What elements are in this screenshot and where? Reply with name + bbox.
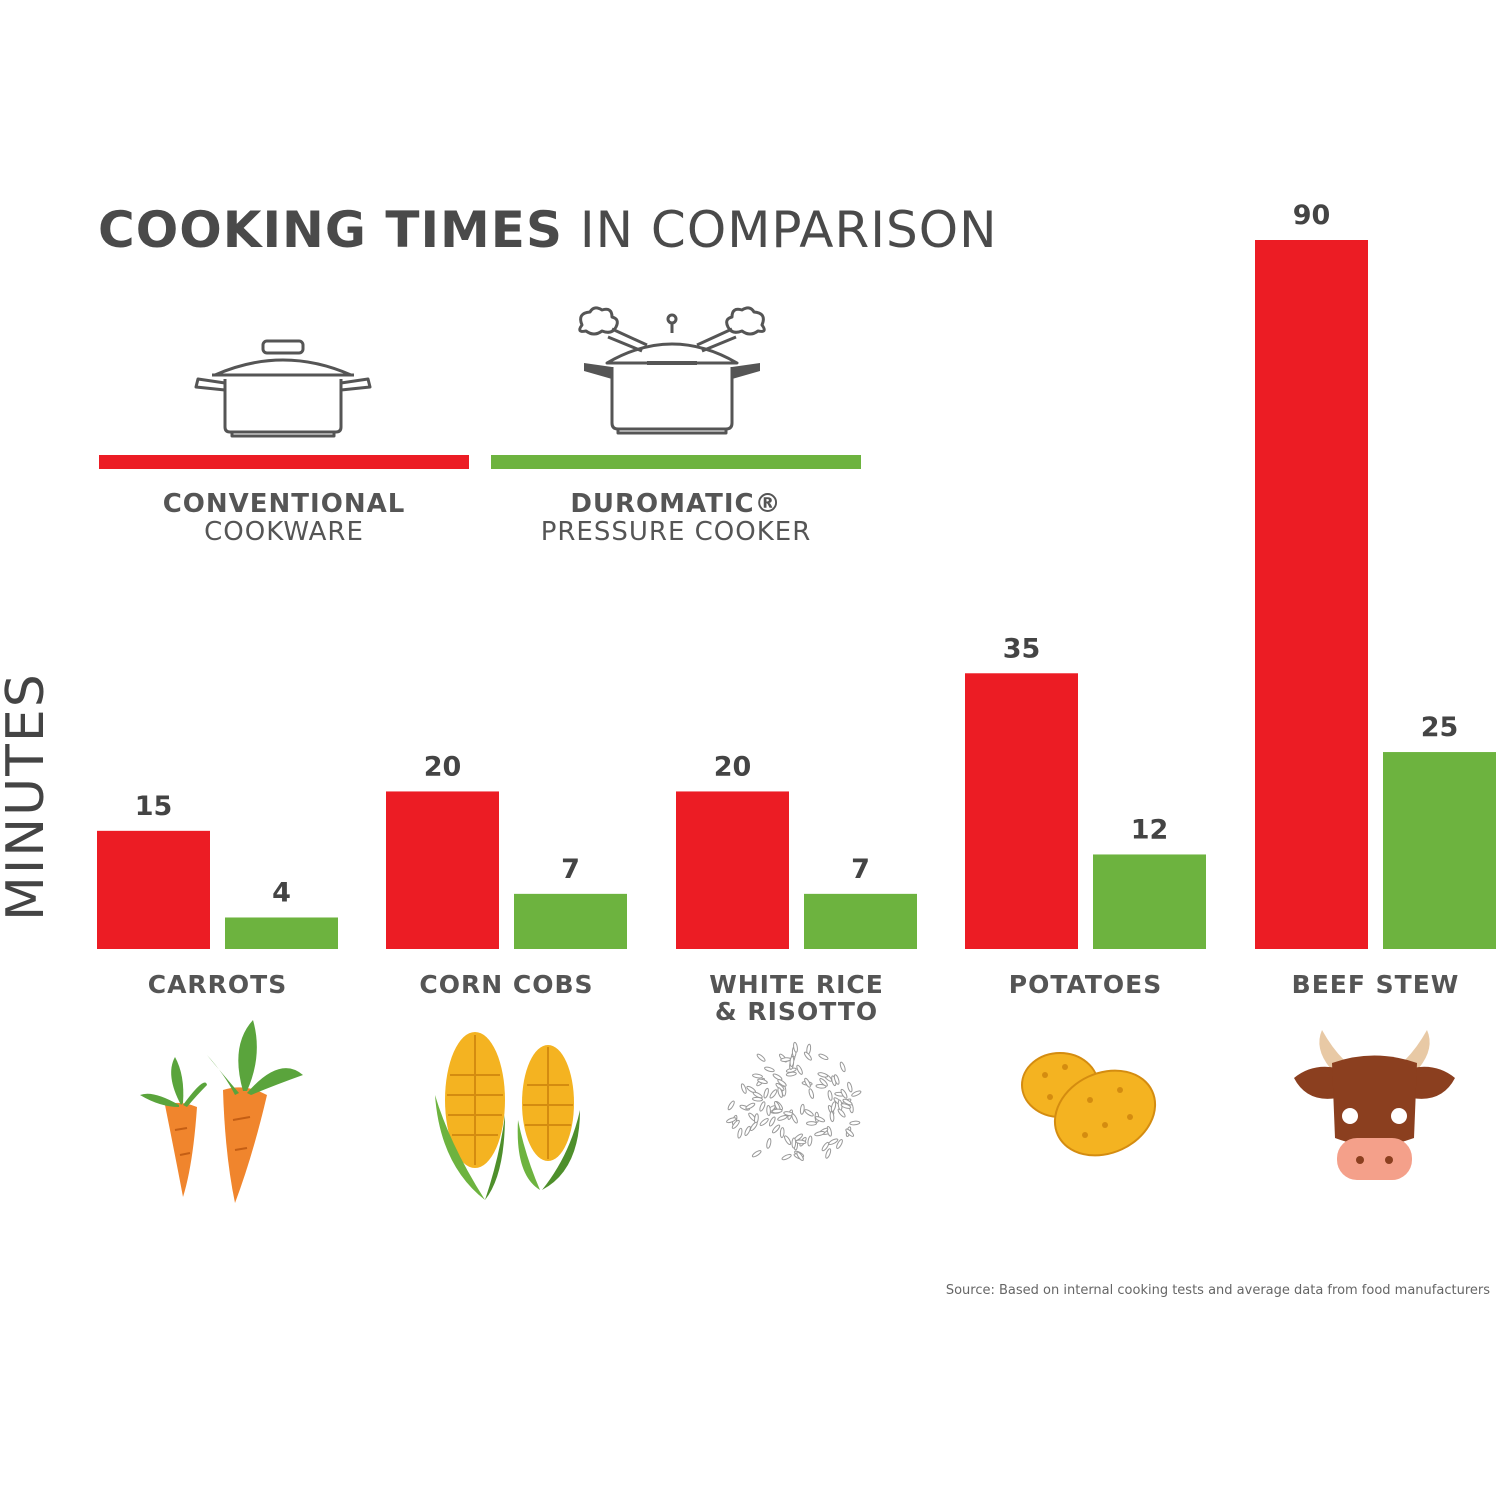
bar-duromatic-2 <box>804 893 917 949</box>
legend-label-duromatic-bold: DUROMATIC® <box>570 489 782 519</box>
title-light: IN COMPARISON <box>579 201 998 259</box>
potato-icon <box>1021 1052 1157 1157</box>
data-label-duromatic-1: 7 <box>561 854 580 885</box>
data-label-duromatic-4: 25 <box>1421 712 1459 743</box>
bar-conventional-3 <box>965 673 1078 949</box>
data-label-conventional-0: 15 <box>135 791 173 822</box>
data-label-duromatic-2: 7 <box>851 854 870 885</box>
legend-label-conventional-light: COOKWARE <box>204 517 364 547</box>
category-label-3-1: POTATOES <box>1009 970 1162 999</box>
legend-label-duromatic-light: PRESSURE COOKER <box>540 517 812 547</box>
chart-title: COOKING TIMES IN COMPARISON <box>98 198 997 262</box>
bar-conventional-2 <box>676 791 789 949</box>
bar-duromatic-3 <box>1093 854 1206 949</box>
data-label-conventional-1: 20 <box>424 751 462 782</box>
bar-chart: 15 4 CARROTS 20 7 CORN COBS 20 7 WHITE RICE& RIS… <box>97 200 1496 1026</box>
bar-duromatic-0 <box>225 917 338 949</box>
bar-conventional-0 <box>97 830 210 949</box>
category-label-2-1: WHITE RICE <box>709 970 884 999</box>
carrot-icon <box>140 1020 303 1203</box>
cow-icon <box>1294 1030 1455 1180</box>
legend-label-duromatic: DUROMATIC® PRESSURE COOKER <box>491 490 861 546</box>
bar-conventional-4 <box>1255 240 1368 949</box>
legend-swatch-duromatic <box>491 455 861 469</box>
category-label-1-1: CORN COBS <box>419 970 593 999</box>
data-label-conventional-3: 35 <box>1003 633 1041 664</box>
category-label-0-1: CARROTS <box>148 970 288 999</box>
pressure-cooker-icon <box>578 306 766 435</box>
category-label-2-2: & RISOTTO <box>715 997 878 1026</box>
bar-duromatic-4 <box>1383 752 1496 949</box>
bar-duromatic-1 <box>514 893 627 949</box>
rice-icon <box>726 1041 862 1162</box>
legend-label-conventional-bold: CONVENTIONAL <box>162 489 406 519</box>
corn-icon <box>435 1032 580 1200</box>
pot-icon <box>194 339 372 438</box>
category-label-4-1: BEEF STEW <box>1292 970 1460 999</box>
data-label-conventional-2: 20 <box>714 751 752 782</box>
data-label-duromatic-3: 12 <box>1131 814 1169 845</box>
legend-label-conventional: CONVENTIONAL COOKWARE <box>99 490 469 546</box>
title-bold: COOKING TIMES <box>98 201 563 259</box>
data-label-conventional-4: 90 <box>1293 200 1331 231</box>
data-label-duromatic-0: 4 <box>272 877 291 908</box>
legend-swatch-conventional <box>99 455 469 469</box>
bar-conventional-1 <box>386 791 499 949</box>
source-note: Source: Based on internal cooking tests … <box>945 1283 1490 1298</box>
